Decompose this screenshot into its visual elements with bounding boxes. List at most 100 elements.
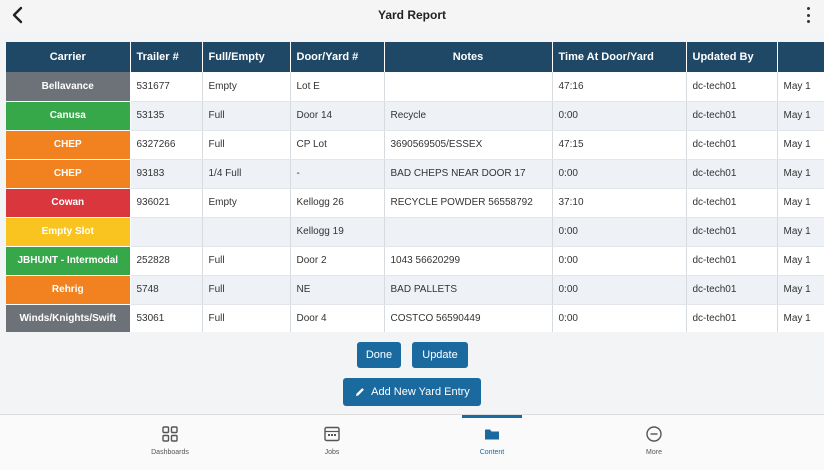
column-header-updated-by[interactable]: Updated By bbox=[686, 42, 778, 72]
cell-notes: BAD CHEPS NEAR DOOR 17 bbox=[384, 159, 553, 189]
cell-date: May 1 bbox=[777, 304, 824, 332]
column-header-full-empty[interactable]: Full/Empty bbox=[202, 42, 291, 72]
cell-time: 0:00 bbox=[552, 159, 687, 189]
table-row[interactable]: Bellavance 531677 Empty Lot E 47:16 dc-tech01… bbox=[6, 72, 824, 102]
cell-door-yard: Door 2 bbox=[290, 246, 385, 276]
cell-time: 47:16 bbox=[552, 72, 687, 102]
cell-notes: Recycle bbox=[384, 101, 553, 131]
cell-carrier: CHEP bbox=[6, 130, 131, 160]
column-header-carrier[interactable]: Carrier bbox=[6, 42, 131, 72]
cell-date: May 1 bbox=[777, 246, 824, 276]
pencil-icon bbox=[356, 388, 365, 396]
cell-door-yard: - bbox=[290, 159, 385, 189]
column-header-time[interactable]: Time At Door/Yard bbox=[552, 42, 687, 72]
add-new-yard-entry-button[interactable]: Add New Yard Entry bbox=[343, 378, 481, 406]
cell-date: May 1 bbox=[777, 101, 824, 131]
cell-full-empty: 1/4 Full bbox=[202, 159, 291, 189]
nav-item-dashboards[interactable]: Dashboards bbox=[130, 415, 210, 470]
cell-notes: BAD PALLETS bbox=[384, 275, 553, 305]
cell-time: 0:00 bbox=[552, 217, 687, 247]
cell-full-empty: Full bbox=[202, 246, 291, 276]
add-entry-label: Add New Yard Entry bbox=[371, 386, 470, 398]
calendar-icon bbox=[324, 426, 340, 442]
cell-door-yard: Kellogg 19 bbox=[290, 217, 385, 247]
table-row[interactable]: CHEP 6327266 Full CP Lot 3690569505/ESSEX 47:… bbox=[6, 130, 824, 160]
cell-carrier: Empty Slot bbox=[6, 217, 131, 247]
cell-updated-by: dc-tech01 bbox=[686, 72, 778, 102]
cell-carrier: Winds/Knights/Swift bbox=[6, 304, 131, 332]
cell-door-yard: Door 4 bbox=[290, 304, 385, 332]
table-row[interactable]: CHEP 93183 1/4 Full - BAD CHEPS NEAR DOOR 17… bbox=[6, 159, 824, 189]
cell-notes: 3690569505/ESSEX bbox=[384, 130, 553, 160]
nav-label-content: Content bbox=[479, 449, 505, 456]
cell-time: 0:00 bbox=[552, 304, 687, 332]
cell-full-empty bbox=[202, 217, 291, 247]
table-row[interactable]: JBHUNT - Intermodal 252828 Full Door 2 1043 … bbox=[6, 246, 824, 276]
table-row[interactable]: Winds/Knights/Swift 53061 Full Door 4 COSTCO… bbox=[6, 304, 824, 332]
cell-date: May 1 bbox=[777, 275, 824, 305]
yard-report-table-container[interactable]: Carrier Trailer # Full/Empty Door/Yard #… bbox=[6, 42, 824, 332]
table-row[interactable]: Cowan 936021 Empty Kellogg 26 RECYCLE POWDER… bbox=[6, 188, 824, 218]
nav-item-jobs[interactable]: Jobs bbox=[292, 415, 372, 470]
cell-updated-by: dc-tech01 bbox=[686, 101, 778, 131]
back-button[interactable] bbox=[8, 4, 28, 26]
cell-carrier: JBHUNT - Intermodal bbox=[6, 246, 131, 276]
cell-updated-by: dc-tech01 bbox=[686, 246, 778, 276]
cell-door-yard: Kellogg 26 bbox=[290, 188, 385, 218]
cell-updated-by: dc-tech01 bbox=[686, 159, 778, 189]
update-button[interactable]: Update bbox=[412, 342, 468, 368]
table-row[interactable]: Canusa 53135 Full Door 14 Recycle 0:00 dc-tech… bbox=[6, 101, 824, 131]
cell-notes: RECYCLE POWDER 56558792 bbox=[384, 188, 553, 218]
kebab-menu-icon[interactable] bbox=[804, 5, 812, 25]
cell-updated-by: dc-tech01 bbox=[686, 304, 778, 332]
cell-trailer: 252828 bbox=[130, 246, 203, 276]
nav-label-dashboards: Dashboards bbox=[151, 449, 189, 456]
cell-carrier: Bellavance bbox=[6, 72, 131, 102]
cell-trailer: 5748 bbox=[130, 275, 203, 305]
cell-door-yard: Door 14 bbox=[290, 101, 385, 131]
cell-updated-by: dc-tech01 bbox=[686, 217, 778, 247]
column-header-notes[interactable]: Notes bbox=[384, 42, 553, 72]
cell-time: 37:10 bbox=[552, 188, 687, 218]
column-header-door-yard[interactable]: Door/Yard # bbox=[290, 42, 385, 72]
table-row[interactable]: Rehrig 5748 Full NE BAD PALLETS 0:00 dc-tech01… bbox=[6, 275, 824, 305]
cell-carrier: Rehrig bbox=[6, 275, 131, 305]
cell-trailer: 93183 bbox=[130, 159, 203, 189]
active-tab-indicator bbox=[462, 415, 522, 418]
bottom-nav: Dashboards Jobs Content More bbox=[0, 414, 824, 470]
cell-notes bbox=[384, 217, 553, 247]
nav-item-more[interactable]: More bbox=[614, 415, 694, 470]
table-header-row: Carrier Trailer # Full/Empty Door/Yard #… bbox=[6, 42, 824, 72]
column-header-date[interactable] bbox=[777, 42, 824, 72]
cell-trailer bbox=[130, 217, 203, 247]
cell-carrier: CHEP bbox=[6, 159, 131, 189]
cell-time: 0:00 bbox=[552, 101, 687, 131]
more-circle-icon bbox=[646, 426, 662, 442]
done-button[interactable]: Done bbox=[357, 342, 401, 368]
cell-full-empty: Full bbox=[202, 101, 291, 131]
cell-date: May 1 bbox=[777, 188, 824, 218]
cell-trailer: 53061 bbox=[130, 304, 203, 332]
cell-door-yard: CP Lot bbox=[290, 130, 385, 160]
cell-carrier: Cowan bbox=[6, 188, 131, 218]
grid-icon bbox=[162, 426, 178, 442]
cell-full-empty: Empty bbox=[202, 72, 291, 102]
cell-full-empty: Full bbox=[202, 130, 291, 160]
cell-date: May 1 bbox=[777, 159, 824, 189]
cell-full-empty: Empty bbox=[202, 188, 291, 218]
nav-label-jobs: Jobs bbox=[324, 449, 340, 456]
cell-time: 0:00 bbox=[552, 246, 687, 276]
cell-door-yard: NE bbox=[290, 275, 385, 305]
column-header-trailer[interactable]: Trailer # bbox=[130, 42, 203, 72]
cell-notes: COSTCO 56590449 bbox=[384, 304, 553, 332]
folder-icon bbox=[485, 429, 499, 440]
cell-trailer: 531677 bbox=[130, 72, 203, 102]
table-row[interactable]: Empty Slot Kellogg 19 0:00 dc-tech01 May 1 bbox=[6, 217, 824, 247]
cell-date: May 1 bbox=[777, 72, 824, 102]
cell-notes: 1043 56620299 bbox=[384, 246, 553, 276]
cell-date: May 1 bbox=[777, 217, 824, 247]
nav-item-content[interactable]: Content bbox=[452, 415, 532, 470]
chevron-left-icon bbox=[12, 6, 23, 24]
cell-updated-by: dc-tech01 bbox=[686, 188, 778, 218]
page-title: Yard Report bbox=[377, 8, 446, 22]
